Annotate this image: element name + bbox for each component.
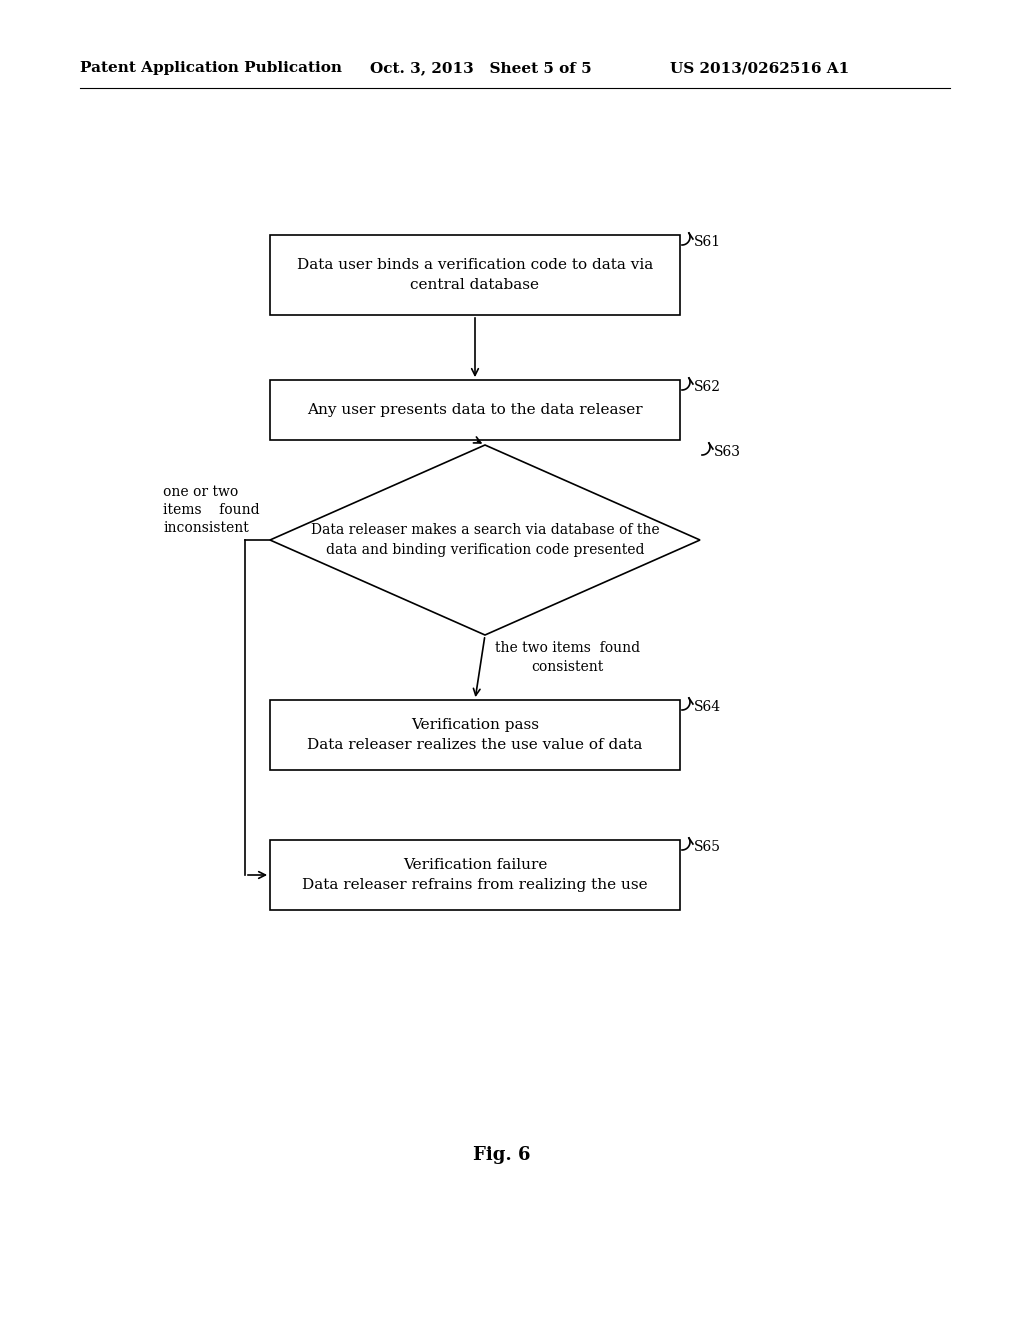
Text: US 2013/0262516 A1: US 2013/0262516 A1 — [670, 61, 849, 75]
Text: Verification pass
Data releaser realizes the use value of data: Verification pass Data releaser realizes… — [307, 718, 643, 752]
Text: S61: S61 — [694, 235, 721, 249]
Text: S63: S63 — [714, 445, 741, 459]
Text: S62: S62 — [694, 380, 721, 393]
Text: Verification failure
Data releaser refrains from realizing the use: Verification failure Data releaser refra… — [302, 858, 648, 892]
Text: Fig. 6: Fig. 6 — [473, 1146, 530, 1164]
Text: S65: S65 — [694, 840, 721, 854]
Bar — [270, 840, 680, 909]
Text: Any user presents data to the data releaser: Any user presents data to the data relea… — [307, 403, 643, 417]
Bar — [270, 700, 680, 770]
Text: S64: S64 — [694, 700, 721, 714]
Bar — [270, 380, 680, 440]
Text: Data releaser makes a search via database of the
data and binding verification c: Data releaser makes a search via databas… — [310, 523, 659, 557]
Text: Oct. 3, 2013   Sheet 5 of 5: Oct. 3, 2013 Sheet 5 of 5 — [370, 61, 592, 75]
Text: Patent Application Publication: Patent Application Publication — [80, 61, 342, 75]
Polygon shape — [270, 445, 700, 635]
Bar — [270, 235, 680, 315]
Text: Data user binds a verification code to data via
central database: Data user binds a verification code to d… — [297, 259, 653, 292]
Text: the two items  found
consistent: the two items found consistent — [495, 642, 640, 673]
Text: one or two
items    found
inconsistent: one or two items found inconsistent — [164, 484, 260, 536]
